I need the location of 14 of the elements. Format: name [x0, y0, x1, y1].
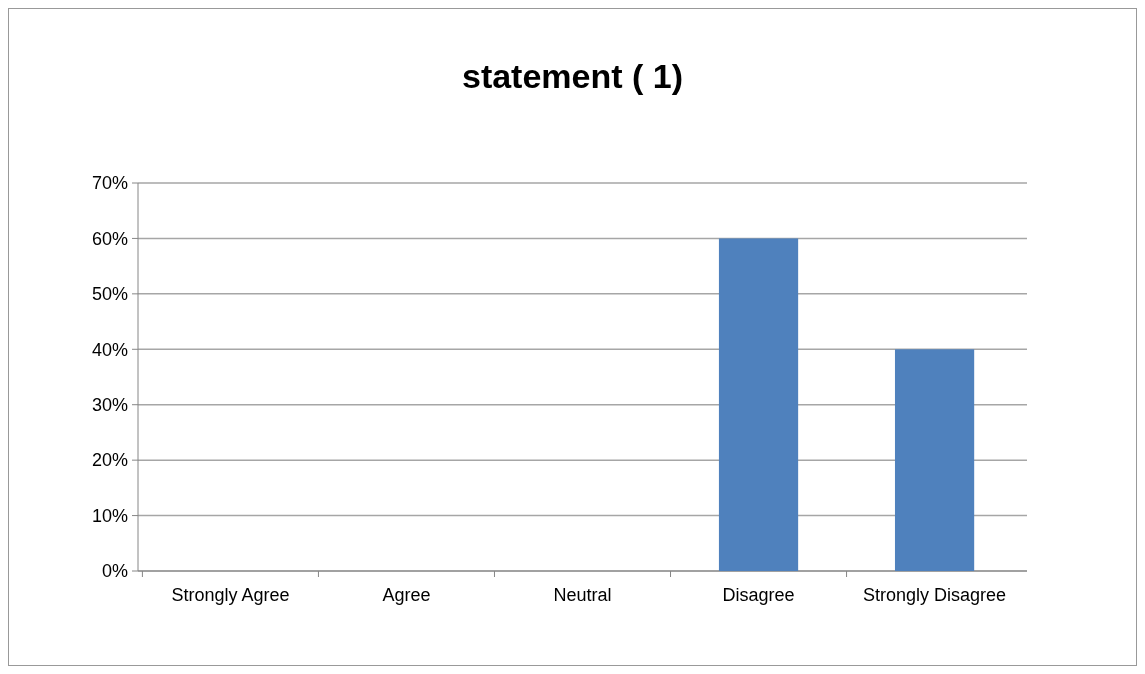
y-tick-label: 0%	[101, 561, 128, 582]
x-tick-label: Strongly Disagree	[863, 585, 1007, 605]
x-tick-label: Disagree	[722, 585, 795, 605]
x-tick-label: Strongly Agree	[171, 585, 290, 605]
y-tick-label: 30%	[91, 395, 128, 416]
chart-title: statement ( 1)	[461, 57, 684, 95]
y-tick-label: 60%	[91, 228, 128, 249]
y-tick-label: 50%	[91, 284, 128, 305]
y-tick-label: 10%	[91, 505, 128, 526]
x-tick-label: Neutral	[553, 585, 612, 605]
y-tick-label: 40%	[91, 339, 128, 360]
y-tick-label: 20%	[91, 450, 128, 471]
y-tick-label: 70%	[91, 173, 128, 194]
x-tick-label: Agree	[382, 585, 431, 605]
